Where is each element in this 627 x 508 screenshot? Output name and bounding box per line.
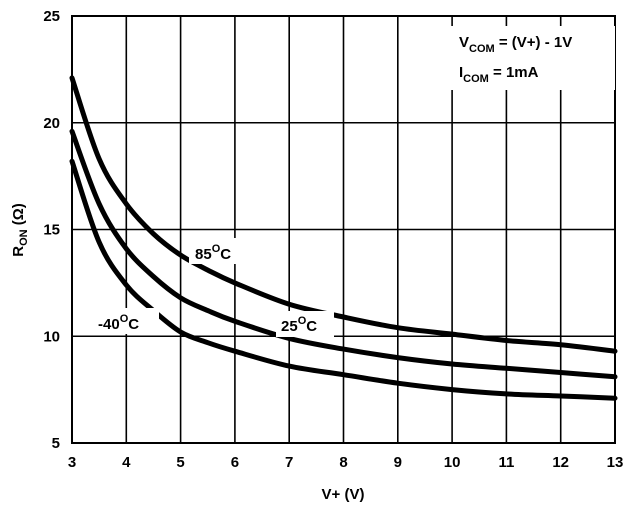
series-line-85c	[69, 75, 618, 354]
x-tick-label-3: 3	[68, 454, 76, 471]
conditions-annotation: VCOM = (V+) - 1V ICOM = 1mA	[449, 26, 615, 90]
svg-text:85OC: 85OC	[195, 243, 231, 263]
series-line-25c	[69, 128, 618, 380]
y-tick-label-25: 25	[43, 8, 60, 25]
condition-icom: ICOM = 1mA	[459, 64, 539, 85]
y-tick-label-15: 15	[43, 222, 60, 239]
series-label-minus40c: -40OC	[93, 308, 159, 334]
x-tick-label-13: 13	[607, 454, 624, 471]
condition-vcom: VCOM = (V+) - 1V	[459, 34, 572, 55]
y-axis-label: RON (Ω)	[10, 203, 30, 257]
y-tick-label-10: 10	[43, 328, 60, 345]
svg-text:-40OC: -40OC	[98, 313, 139, 333]
x-tick-label-5: 5	[176, 454, 184, 471]
x-tick-label-10: 10	[444, 454, 461, 471]
x-tick-label-4: 4	[122, 454, 131, 471]
series-label-25c: 25OC	[276, 311, 334, 337]
y-tick-label-20: 20	[43, 115, 60, 132]
conditions-background	[449, 26, 615, 90]
x-tick-label-8: 8	[339, 454, 347, 471]
svg-text:25OC: 25OC	[281, 315, 317, 335]
series-label-85c: 85OC	[189, 238, 247, 264]
x-tick-label-12: 12	[552, 454, 569, 471]
series-line-minus40c	[69, 158, 618, 401]
x-tick-label-9: 9	[394, 454, 402, 471]
x-tick-label-11: 11	[498, 454, 514, 471]
tick-labels: 3 4 5 6 7 8 9 10 11 12 13 5 10 15 20 25	[43, 8, 623, 471]
y-tick-label-5: 5	[52, 435, 60, 452]
series-lines	[69, 75, 618, 401]
x-tick-label-7: 7	[285, 454, 293, 471]
x-axis-label: V+ (V)	[322, 486, 365, 503]
plot-frame	[71, 15, 616, 444]
x-tick-label-6: 6	[231, 454, 239, 471]
